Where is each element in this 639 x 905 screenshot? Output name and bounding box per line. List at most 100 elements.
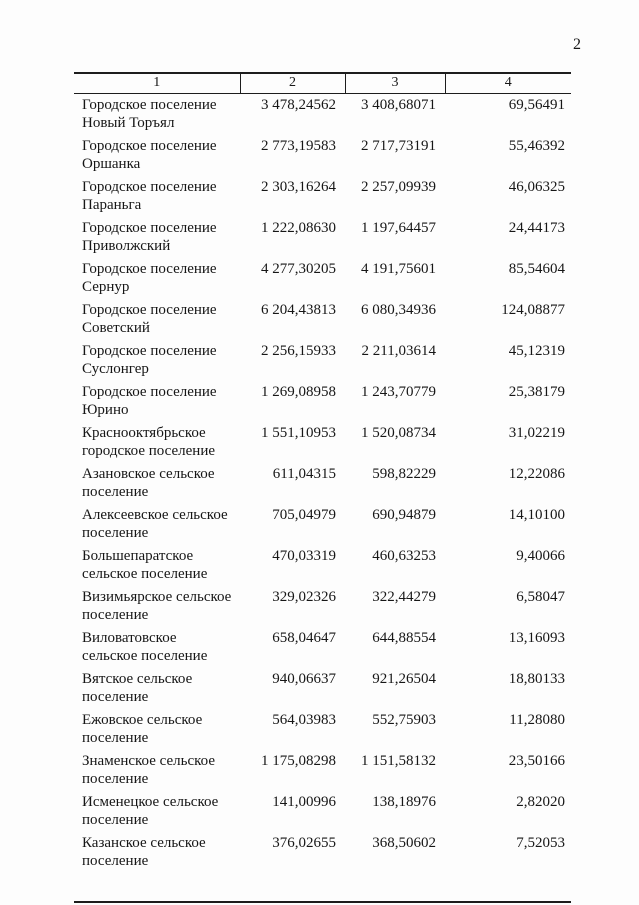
- value-cell-col2: 940,06637: [272, 671, 336, 687]
- settlements-table: 1 2 3 4 Городское поселение Новый Торъял…: [74, 74, 571, 873]
- settlement-name-cell: Ежовское сельское поселение: [82, 712, 203, 746]
- value-cell-col3: 690,94879: [372, 507, 436, 523]
- table-row: Городское поселение Юрино 1 269,08958 1 …: [74, 381, 571, 422]
- value-cell-col3: 460,63253: [372, 548, 436, 564]
- value-cell-col3: 2 257,09939: [361, 179, 436, 195]
- page-number: 2: [573, 36, 581, 53]
- table-row: Городское поселение Оршанка 2 773,19583 …: [74, 135, 571, 176]
- table-row: Вятское сельское поселение 940,06637 921…: [74, 668, 571, 709]
- settlement-name-cell: Большепаратское сельское поселение: [82, 548, 208, 582]
- table-header-row: 1 2 3 4: [74, 74, 571, 94]
- value-cell-col2: 564,03983: [272, 712, 336, 728]
- value-cell-col2: 4 277,30205: [261, 261, 336, 277]
- table-body: Городское поселение Новый Торъял 3 478,2…: [74, 94, 571, 874]
- table-row: Азановское сельское поселение 611,04315 …: [74, 463, 571, 504]
- settlement-name-cell: Городское поселение Юрино: [82, 384, 217, 418]
- value-cell-col3: 1 197,64457: [361, 220, 436, 236]
- settlement-name-cell: Знаменское сельское поселение: [82, 753, 216, 787]
- value-cell-col4: 25,38179: [508, 384, 565, 400]
- value-cell-col2: 1 222,08630: [261, 220, 336, 236]
- value-cell-col4: 45,12319: [508, 343, 565, 359]
- settlement-name-cell: Городское поселение Оршанка: [82, 138, 217, 172]
- value-cell-col2: 329,02326: [272, 589, 336, 605]
- column-header-4: 4: [444, 74, 571, 94]
- settlement-name-cell: Городское поселение Сернур: [82, 261, 217, 295]
- table-row: Визимьярское сельское поселение 329,0232…: [74, 586, 571, 627]
- value-cell-col4: 18,80133: [508, 671, 565, 687]
- value-cell-col4: 24,44173: [508, 220, 565, 236]
- value-cell-col2: 470,03319: [272, 548, 336, 564]
- value-cell-col4: 69,56491: [508, 97, 565, 113]
- value-cell-col3: 1 151,58132: [361, 753, 436, 769]
- settlement-name-cell: Краснооктябрьское городское поселение: [82, 425, 216, 459]
- value-cell-col4: 2,82020: [516, 794, 565, 810]
- value-cell-col3: 6 080,34936: [361, 302, 436, 318]
- value-cell-col3: 1 520,08734: [361, 425, 436, 441]
- table-row: Городское поселение Приволжский 1 222,08…: [74, 217, 571, 258]
- value-cell-col2: 705,04979: [272, 507, 336, 523]
- value-cell-col3: 2 717,73191: [361, 138, 436, 154]
- table-row: Исменецкое сельское поселение 141,00996 …: [74, 791, 571, 832]
- settlement-name-cell: Виловатовское сельское поселение: [82, 630, 208, 664]
- table-row: Городское поселение Параньга 2 303,16264…: [74, 176, 571, 217]
- settlements-table-wrap: 1 2 3 4 Городское поселение Новый Торъял…: [74, 72, 571, 903]
- value-cell-col4: 11,28080: [509, 712, 565, 728]
- value-cell-col2: 2 303,16264: [261, 179, 336, 195]
- value-cell-col3: 1 243,70779: [361, 384, 436, 400]
- settlement-name-cell: Городское поселение Суслонгер: [82, 343, 217, 377]
- value-cell-col4: 14,10100: [508, 507, 565, 523]
- value-cell-col2: 141,00996: [272, 794, 336, 810]
- table-row: Виловатовское сельское поселение 658,046…: [74, 627, 571, 668]
- value-cell-col2: 2 773,19583: [261, 138, 336, 154]
- settlement-name-cell: Городское поселение Советский: [82, 302, 217, 336]
- settlement-name-cell: Визимьярское сельское поселение: [82, 589, 232, 623]
- settlement-name-cell: Алексеевское сельское поселение: [82, 507, 228, 541]
- value-cell-col3: 4 191,75601: [361, 261, 436, 277]
- settlement-name-cell: Казанское сельское поселение: [82, 835, 206, 869]
- value-cell-col4: 9,40066: [516, 548, 565, 564]
- value-cell-col2: 3 478,24562: [261, 97, 336, 113]
- value-cell-col4: 31,02219: [508, 425, 565, 441]
- value-cell-col4: 124,08877: [501, 302, 565, 318]
- value-cell-col2: 1 269,08958: [261, 384, 336, 400]
- value-cell-col4: 55,46392: [508, 138, 565, 154]
- settlement-name-cell: Городское поселение Новый Торъял: [82, 97, 217, 131]
- value-cell-col2: 2 256,15933: [261, 343, 336, 359]
- settlement-name-cell: Азановское сельское поселение: [82, 466, 215, 500]
- settlement-name-cell: Вятское сельское поселение: [82, 671, 193, 705]
- table-row: Городское поселение Сернур 4 277,30205 4…: [74, 258, 571, 299]
- value-cell-col3: 322,44279: [372, 589, 436, 605]
- settlement-name-cell: Городское поселение Параньга: [82, 179, 217, 213]
- value-cell-col3: 138,18976: [372, 794, 436, 810]
- value-cell-col4: 23,50166: [508, 753, 565, 769]
- column-header-1: 1: [74, 74, 240, 94]
- value-cell-col2: 1 551,10953: [261, 425, 336, 441]
- value-cell-col3: 552,75903: [372, 712, 436, 728]
- column-header-2: 2: [239, 74, 345, 94]
- value-cell-col2: 376,02655: [272, 835, 336, 851]
- value-cell-col4: 6,58047: [516, 589, 565, 605]
- value-cell-col2: 6 204,43813: [261, 302, 336, 318]
- table-row: Городское поселение Новый Торъял 3 478,2…: [74, 94, 571, 136]
- value-cell-col3: 3 408,68071: [361, 97, 436, 113]
- value-cell-col4: 46,06325: [508, 179, 565, 195]
- table-row: Знаменское сельское поселение 1 175,0829…: [74, 750, 571, 791]
- value-cell-col2: 658,04647: [272, 630, 336, 646]
- value-cell-col4: 12,22086: [508, 466, 565, 482]
- settlement-name-cell: Городское поселение Приволжский: [82, 220, 217, 254]
- table-row: Большепаратское сельское поселение 470,0…: [74, 545, 571, 586]
- value-cell-col2: 611,04315: [272, 466, 336, 482]
- value-cell-col4: 85,54604: [508, 261, 565, 277]
- value-cell-col4: 7,52053: [516, 835, 565, 851]
- value-cell-col4: 13,16093: [508, 630, 565, 646]
- value-cell-col3: 368,50602: [372, 835, 436, 851]
- table-row: Городское поселение Суслонгер 2 256,1593…: [74, 340, 571, 381]
- table-row: Ежовское сельское поселение 564,03983 55…: [74, 709, 571, 750]
- value-cell-col3: 644,88554: [372, 630, 436, 646]
- table-row: Городское поселение Советский 6 204,4381…: [74, 299, 571, 340]
- value-cell-col3: 921,26504: [372, 671, 436, 687]
- table-row: Краснооктябрьское городское поселение 1 …: [74, 422, 571, 463]
- value-cell-col2: 1 175,08298: [261, 753, 336, 769]
- settlement-name-cell: Исменецкое сельское поселение: [82, 794, 219, 828]
